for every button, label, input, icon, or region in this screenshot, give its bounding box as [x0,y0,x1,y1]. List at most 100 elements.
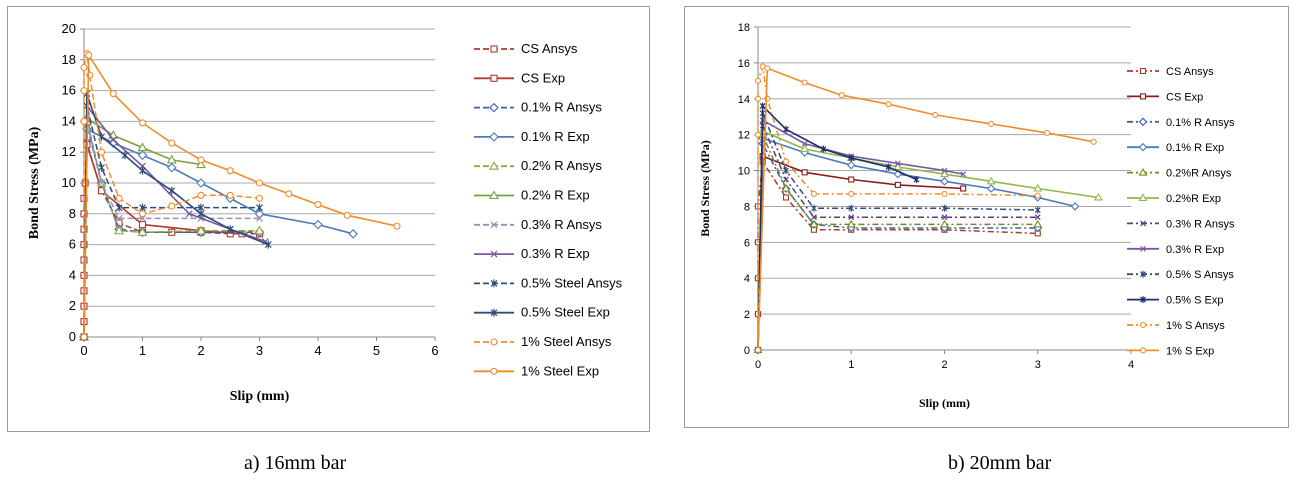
data-point [960,185,967,192]
y-tick-label: 2 [744,309,750,321]
data-point [893,162,903,171]
data-point [138,221,147,229]
legend-label: 0.3% R Exp [1166,244,1224,256]
x-tick-label: 3 [256,343,263,358]
series-1-s-exp [754,65,1097,354]
y-tick-label: 8 [69,206,76,221]
data-point [811,204,817,212]
data-point [1034,214,1041,221]
data-point [801,140,808,147]
legend-label: 0.3% R Exp [521,246,590,261]
data-point [196,159,206,169]
data-point [846,160,856,170]
data-point [137,227,148,236]
data-point [314,201,322,209]
legend-marker [490,250,498,258]
legend-label: CS Exp [521,70,565,85]
series-line [757,129,1099,351]
legend-item: 0.5% S Ansys [1127,269,1234,281]
series-line [757,125,1038,351]
legend-marker [1140,270,1146,278]
data-point [166,154,177,164]
legend-label: 0.1% R Ansys [521,100,602,115]
legend-marker [1138,142,1148,152]
data-point [264,240,272,249]
data-point [197,156,205,164]
legend-label: 1% S Exp [1166,345,1214,357]
data-point [838,92,845,99]
series-0-1-r-exp [753,133,1080,355]
data-point [801,79,808,86]
data-point [759,102,766,110]
data-point [98,148,106,156]
data-point [255,179,264,187]
legend-label: 1% S Ansys [1166,320,1225,332]
legend-item: 0.2%R Exp [1127,193,1221,205]
data-point [941,167,948,174]
data-point [115,214,123,222]
legend-label: 0.2%R Ansys [1166,168,1232,180]
series-line [83,93,269,338]
data-point [98,163,105,172]
data-point [1033,219,1043,228]
data-point [197,209,205,218]
data-point [254,225,265,235]
series-0-3-r-exp [755,117,967,353]
data-point [913,176,920,184]
data-point [348,229,358,239]
data-point [940,219,949,228]
y-tick-label: 12 [62,144,76,159]
y-axis-title: Bond Stress (MPa) [27,126,42,239]
legend-label: 0.5% S Ansys [1166,269,1234,281]
data-point [80,117,88,125]
legend-marker [1139,93,1147,100]
data-point [801,169,808,176]
data-point [114,225,125,235]
legend-marker [1138,117,1148,127]
legend-label: CS Ansys [1166,66,1214,78]
legend-item: 0.1% R Ansys [1127,117,1235,129]
data-point [988,120,995,127]
y-tick-label: 6 [744,237,750,249]
legend-item: 0.3% R Exp [1127,244,1224,256]
data-point [781,183,791,192]
data-point [226,167,234,175]
y-tick-label: 0 [744,345,750,357]
legend-marker [489,161,499,170]
series-line [83,144,243,338]
legend-marker [489,190,499,200]
legend-marker [490,279,498,288]
y-tick-label: 4 [69,267,76,282]
legend-marker [489,102,499,113]
y-tick-label: 10 [738,166,750,178]
legend-item: 0.2% R Exp [474,188,590,203]
legend-item: 1% Steel Exp [474,363,599,378]
legend-item: CS Exp [474,70,565,85]
data-point [138,119,147,127]
y-tick-label: 10 [62,175,76,190]
data-point [255,194,264,202]
series-0-3-r-ansys [755,122,1041,353]
data-point [85,51,93,59]
data-point [932,111,939,118]
data-point [137,150,148,161]
data-point [256,203,263,212]
legend-label: 0.3% R Ansys [1166,218,1235,230]
legend-item: 1% Steel Ansys [474,334,612,349]
data-point [811,214,817,221]
data-point [226,191,234,199]
legend-label: 0.1% R Exp [1166,142,1224,154]
data-point [764,65,771,72]
data-point [226,225,234,234]
chart-b-panel: 0 2 4 6 8 10 12 14 16 18 0 1 2 3 4 Slip (mm) Bond Stress… [684,6,1289,428]
data-point [783,176,789,183]
legend-label: CS Ansys [521,41,578,56]
legend-label: 0.1% R Ansys [1166,117,1235,129]
data-point [168,186,176,195]
legend-item: CS Exp [1127,91,1203,103]
data-point [810,190,817,197]
legend-marker [1139,347,1147,354]
caption-a: a) 16mm bar [244,452,347,474]
x-axis-title: Slip (mm) [919,396,970,410]
data-point [754,95,762,102]
